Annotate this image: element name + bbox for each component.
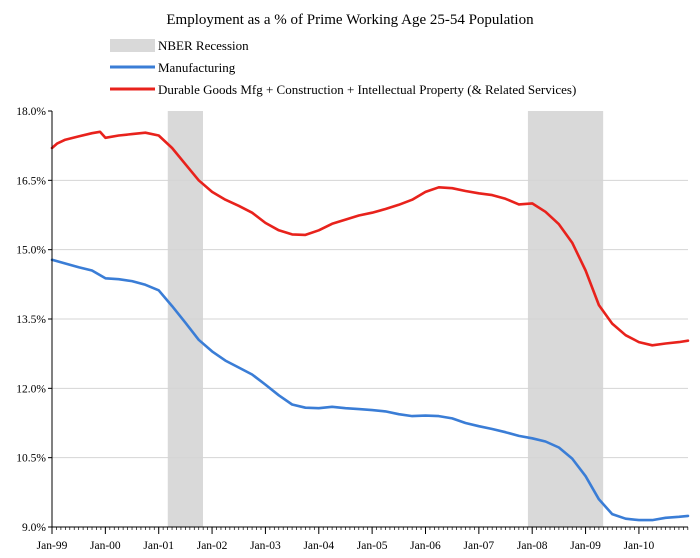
series-lines [50,130,690,522]
chart-title: Employment as a % of Prime Working Age 2… [166,12,534,28]
y-tick-label: 10.5% [16,453,46,465]
x-tick-label: Jan-01 [143,540,174,552]
x-tick-label: Jan-00 [90,540,121,552]
y-tick-label: 15.0% [16,245,46,257]
y-tick-label: 16.5% [16,175,46,187]
legend-manufacturing-label: Manufacturing [158,60,236,75]
x-tick-label: Jan-10 [624,540,655,552]
legend: NBER Recession Manufacturing Durable Goo… [110,38,576,97]
legend-recession-label: NBER Recession [158,38,249,53]
durable-goods-line [50,130,690,347]
y-tick-label: 13.5% [16,314,46,326]
y-tick-label: 12.0% [16,383,46,395]
x-tick-label: Jan-06 [410,540,441,552]
legend-durable-goods-label: Durable Goods Mfg + Construction + Intel… [158,82,576,97]
x-tick-label: Jan-08 [517,540,548,552]
x-tick-label: Jan-04 [303,540,334,552]
x-tick-label: Jan-02 [197,540,228,552]
y-tick-label: 18.0% [16,106,46,118]
x-tick-label: Jan-09 [570,540,601,552]
gridlines [52,179,688,459]
manufacturing-line [50,258,690,522]
legend-recession-swatch [110,39,155,52]
x-axis-ticks: Jan-99 Jan-00 Jan-01 Jan-02 Jan-03 Jan-04 Jan-… [37,527,689,552]
x-tick-label: Jan-99 [37,540,68,552]
x-tick-label: Jan-03 [250,540,281,552]
y-tick-label: 9.0% [22,522,46,534]
y-axis-ticks: 18.0% 16.5% 15.0% 13.5% 12.0% 10.5% 9.0% [16,106,52,534]
x-tick-label: Jan-05 [357,540,388,552]
x-tick-label: Jan-07 [464,540,495,552]
